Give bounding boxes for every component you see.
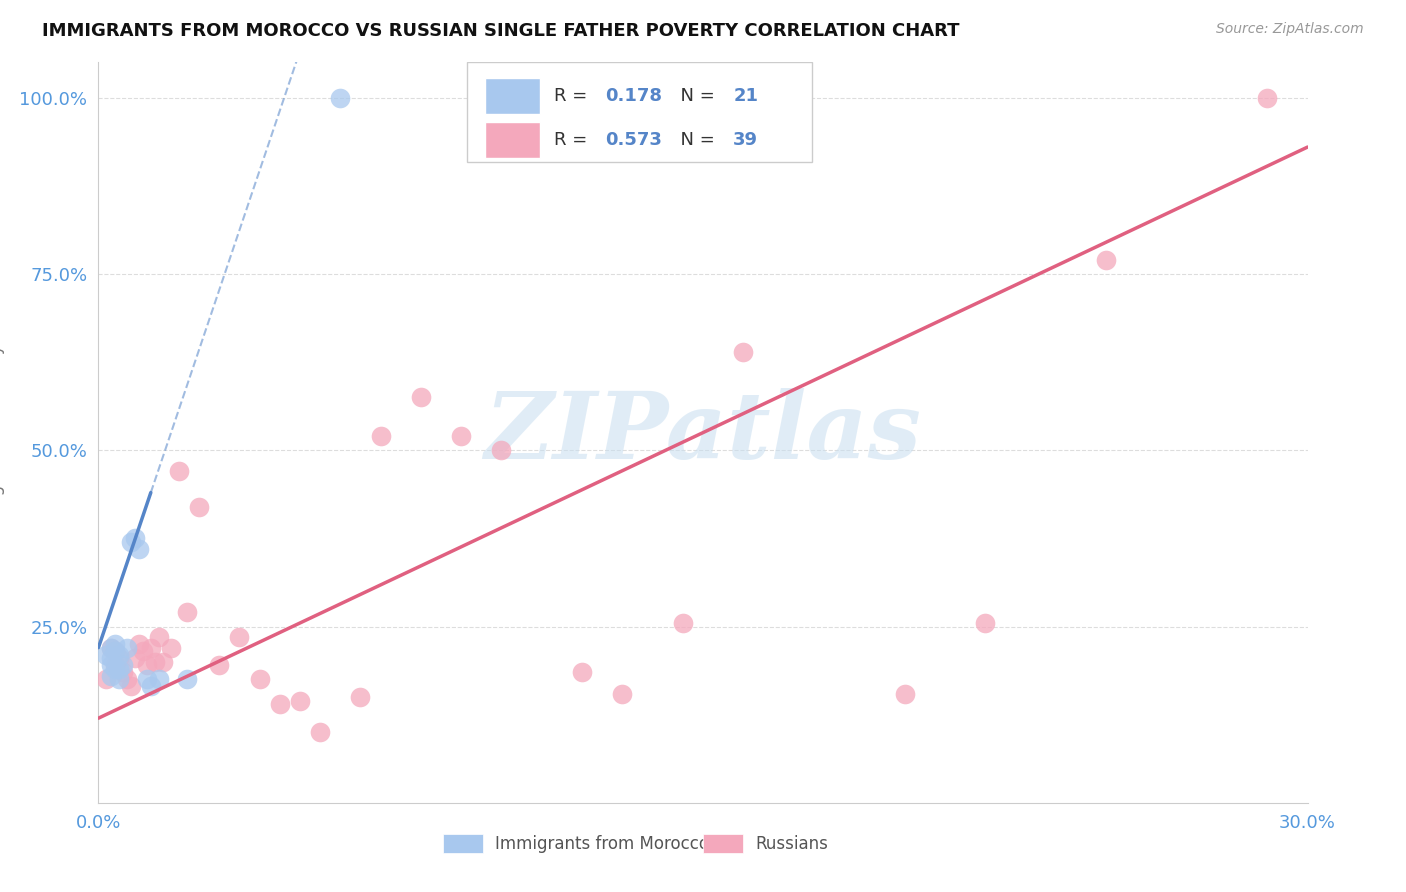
- Point: [329, 91, 352, 105]
- Text: 39: 39: [734, 131, 758, 149]
- Text: IMMIGRANTS FROM MOROCCO VS RUSSIAN SINGLE FATHER POVERTY CORRELATION CHART: IMMIGRANTS FROM MOROCCO VS RUSSIAN SINGL…: [42, 22, 960, 40]
- Point: [409, 390, 432, 404]
- Point: [148, 673, 170, 687]
- Point: [124, 532, 146, 546]
- Text: Immigrants from Morocco: Immigrants from Morocco: [495, 835, 709, 853]
- Point: [370, 429, 392, 443]
- Text: R =: R =: [554, 131, 593, 149]
- Text: N =: N =: [669, 87, 721, 104]
- Point: [893, 686, 915, 700]
- Point: [100, 640, 122, 655]
- Point: [139, 680, 162, 694]
- Point: [733, 344, 755, 359]
- Point: [188, 500, 211, 514]
- Point: [612, 686, 634, 700]
- Point: [124, 651, 146, 665]
- Point: [139, 640, 162, 655]
- Point: [103, 658, 125, 673]
- Bar: [443, 834, 482, 853]
- Text: N =: N =: [669, 131, 721, 149]
- Point: [672, 615, 695, 630]
- Point: [135, 673, 157, 687]
- Point: [349, 690, 371, 704]
- Bar: [703, 834, 742, 853]
- Y-axis label: Single Father Poverty: Single Father Poverty: [0, 344, 6, 521]
- Point: [143, 655, 166, 669]
- Point: [111, 658, 134, 673]
- Text: R =: R =: [554, 87, 593, 104]
- Point: [103, 662, 125, 676]
- Point: [100, 658, 122, 673]
- Point: [160, 640, 183, 655]
- Point: [115, 640, 138, 655]
- Point: [208, 658, 231, 673]
- Point: [148, 630, 170, 644]
- Bar: [485, 78, 540, 113]
- Point: [135, 658, 157, 673]
- Point: [107, 648, 129, 662]
- Point: [115, 673, 138, 687]
- Point: [288, 693, 311, 707]
- Point: [309, 725, 332, 739]
- Point: [107, 673, 129, 687]
- Point: [96, 673, 118, 687]
- Point: [100, 640, 122, 655]
- Point: [571, 665, 593, 680]
- Point: [176, 606, 198, 620]
- Point: [128, 637, 150, 651]
- Point: [152, 655, 174, 669]
- Bar: [485, 122, 540, 158]
- Text: ZIPatlas: ZIPatlas: [485, 388, 921, 477]
- Point: [228, 630, 250, 644]
- Point: [103, 637, 125, 651]
- Point: [249, 673, 271, 687]
- Point: [128, 541, 150, 556]
- Point: [107, 651, 129, 665]
- Point: [103, 644, 125, 658]
- Point: [120, 535, 142, 549]
- Point: [100, 651, 122, 665]
- Point: [450, 429, 472, 443]
- Text: 0.573: 0.573: [605, 131, 662, 149]
- Point: [132, 644, 155, 658]
- Point: [974, 615, 997, 630]
- Point: [1256, 91, 1278, 105]
- Point: [176, 673, 198, 687]
- Point: [269, 697, 291, 711]
- Point: [96, 648, 118, 662]
- Point: [103, 644, 125, 658]
- Point: [1095, 252, 1118, 267]
- Text: Source: ZipAtlas.com: Source: ZipAtlas.com: [1216, 22, 1364, 37]
- Point: [107, 662, 129, 676]
- FancyBboxPatch shape: [467, 62, 811, 162]
- Point: [491, 443, 513, 458]
- Point: [100, 669, 122, 683]
- Text: Russians: Russians: [755, 835, 828, 853]
- Text: 21: 21: [734, 87, 758, 104]
- Point: [111, 665, 134, 680]
- Point: [120, 680, 142, 694]
- Point: [167, 464, 190, 478]
- Text: 0.178: 0.178: [605, 87, 662, 104]
